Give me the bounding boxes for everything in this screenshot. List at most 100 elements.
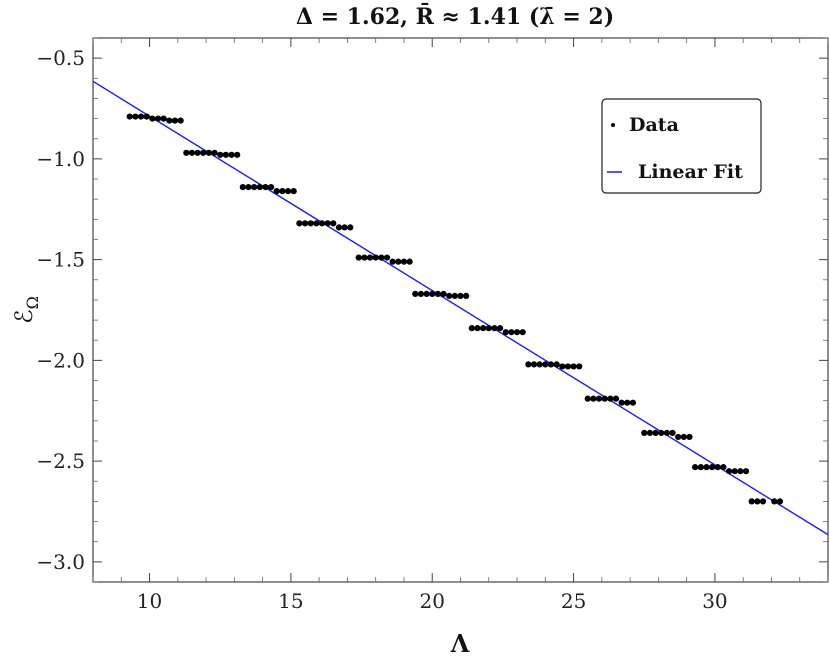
chart-title: Δ = 1.62, R̄ ≈ 1.41 (λ̄ = 2) bbox=[296, 2, 614, 30]
data-points bbox=[126, 113, 784, 505]
data-point bbox=[624, 399, 631, 406]
data-point bbox=[341, 224, 348, 231]
data-point bbox=[400, 258, 408, 265]
data-point bbox=[395, 258, 402, 265]
data-point bbox=[262, 183, 269, 191]
data-point bbox=[463, 292, 470, 299]
data-point bbox=[434, 290, 441, 297]
data-point bbox=[440, 290, 447, 297]
y-axis-label-subscript: Ω bbox=[23, 296, 42, 309]
x-axis-label: Λ bbox=[450, 629, 470, 658]
data-point bbox=[564, 363, 572, 370]
data-point bbox=[383, 254, 391, 261]
data-point bbox=[584, 395, 591, 402]
legend-data-marker bbox=[611, 123, 615, 127]
data-point bbox=[474, 325, 481, 332]
data-point bbox=[361, 254, 368, 261]
data-point bbox=[559, 363, 566, 370]
data-point bbox=[347, 224, 354, 231]
data-point bbox=[595, 395, 603, 402]
data-point bbox=[536, 361, 543, 368]
data-point bbox=[629, 399, 637, 406]
data-point bbox=[296, 220, 303, 227]
data-point bbox=[143, 113, 150, 120]
data-point bbox=[508, 329, 515, 336]
data-point bbox=[177, 117, 184, 124]
data-point bbox=[267, 183, 275, 191]
data-point bbox=[205, 149, 213, 156]
data-point bbox=[607, 395, 614, 402]
data-point bbox=[457, 292, 464, 299]
data-point bbox=[468, 325, 475, 332]
axis-ticks: 10 15 20 25 30 −0.5 −1.0 −1.5 −2.0 −2.5 −3.0 bbox=[36, 37, 829, 613]
data-point bbox=[576, 363, 583, 370]
data-point bbox=[612, 395, 620, 402]
data-point bbox=[355, 254, 362, 261]
data-point bbox=[708, 464, 716, 471]
data-point bbox=[663, 429, 670, 437]
data-point bbox=[491, 325, 498, 332]
data-point bbox=[641, 429, 648, 437]
data-point bbox=[406, 258, 413, 265]
y-axis-label: ℰΩ bbox=[10, 296, 42, 324]
data-point bbox=[217, 151, 224, 158]
y-tick-label: −3.0 bbox=[36, 550, 85, 574]
data-point bbox=[502, 329, 509, 336]
data-point bbox=[754, 498, 761, 505]
data-point bbox=[166, 117, 173, 124]
data-point bbox=[590, 395, 597, 402]
data-point bbox=[330, 220, 337, 227]
data-point bbox=[324, 220, 331, 227]
data-point bbox=[714, 464, 721, 471]
data-point bbox=[513, 329, 521, 336]
x-tick-label: 15 bbox=[278, 589, 303, 613]
data-point bbox=[680, 433, 687, 441]
data-point bbox=[697, 464, 704, 471]
data-point bbox=[742, 468, 750, 475]
data-point bbox=[658, 429, 665, 437]
plot-area: 10 15 20 25 30 −0.5 −1.0 −1.5 −2.0 −2.5 −3.0 bbox=[36, 37, 829, 613]
data-point bbox=[279, 188, 286, 195]
data-point bbox=[412, 290, 419, 297]
data-point bbox=[519, 329, 526, 336]
data-point bbox=[525, 361, 532, 368]
data-point bbox=[200, 149, 207, 156]
data-point bbox=[692, 464, 699, 471]
data-point bbox=[748, 498, 755, 505]
data-point bbox=[234, 151, 241, 158]
y-tick-label: −1.5 bbox=[36, 248, 85, 272]
data-point bbox=[429, 290, 436, 297]
data-point bbox=[530, 361, 538, 368]
data-point bbox=[245, 183, 252, 191]
data-point bbox=[154, 115, 162, 122]
data-point bbox=[553, 361, 560, 368]
data-point bbox=[485, 325, 492, 332]
x-tick-label: 10 bbox=[137, 589, 162, 613]
data-point bbox=[366, 254, 374, 261]
data-point bbox=[570, 363, 577, 370]
data-point bbox=[335, 224, 343, 231]
data-point bbox=[228, 151, 235, 158]
data-point bbox=[776, 498, 784, 505]
data-point bbox=[542, 361, 549, 368]
data-point bbox=[160, 115, 167, 122]
data-point bbox=[251, 183, 258, 191]
data-point bbox=[652, 429, 659, 437]
data-point bbox=[646, 429, 654, 437]
data-point bbox=[703, 464, 710, 471]
data-point bbox=[417, 290, 425, 297]
data-point bbox=[301, 220, 309, 227]
data-point bbox=[211, 149, 218, 156]
data-point bbox=[480, 325, 487, 332]
y-tick-label: −1.0 bbox=[36, 147, 85, 171]
data-point bbox=[194, 149, 201, 156]
legend-box bbox=[601, 98, 762, 194]
data-point bbox=[284, 188, 292, 195]
data-point bbox=[389, 258, 396, 265]
data-point bbox=[256, 183, 263, 191]
data-point bbox=[149, 115, 156, 122]
data-point bbox=[378, 254, 385, 261]
linear-fit-line bbox=[92, 80, 829, 536]
x-tick-label: 20 bbox=[420, 589, 445, 613]
